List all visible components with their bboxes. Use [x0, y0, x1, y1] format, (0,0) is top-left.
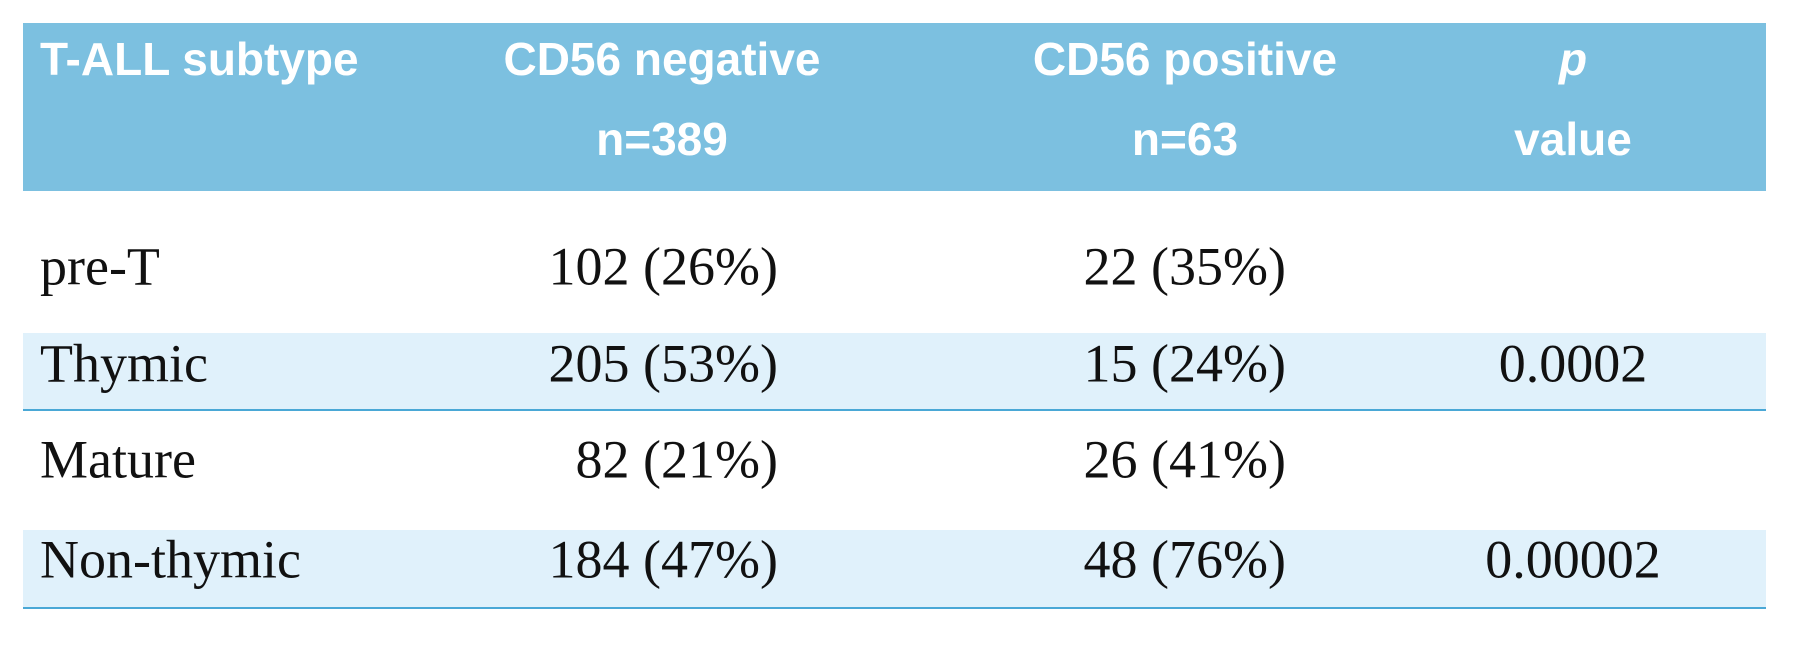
header-cell: n=63: [1132, 113, 1238, 165]
header-cell: T-ALL subtype: [40, 33, 359, 85]
row-band: [23, 333, 1766, 410]
cell: 0.0002: [1499, 333, 1648, 393]
row-label: pre-T: [40, 236, 160, 296]
header-cell: n=389: [596, 113, 728, 165]
header-cell: CD56 negative: [503, 33, 820, 85]
cell: 82 (21%): [576, 429, 778, 489]
cell: 26 (41%): [1084, 429, 1286, 489]
cell: 205 (53%): [549, 333, 778, 393]
cell: 0.00002: [1485, 529, 1661, 589]
header-band: [23, 23, 1766, 191]
header-cell: value: [1514, 113, 1632, 165]
cell: 48 (76%): [1084, 529, 1286, 589]
cell: 15 (24%): [1084, 333, 1286, 393]
row-label: Thymic: [40, 333, 208, 393]
row-label: Mature: [40, 429, 196, 489]
cell: 22 (35%): [1084, 236, 1286, 296]
cell: 184 (47%): [549, 529, 778, 589]
cell: 102 (26%): [549, 236, 778, 296]
row-label: Non-thymic: [40, 529, 301, 589]
header-cell: p: [1557, 33, 1587, 85]
row-band: [23, 530, 1766, 608]
header-cell: CD56 positive: [1033, 33, 1337, 85]
